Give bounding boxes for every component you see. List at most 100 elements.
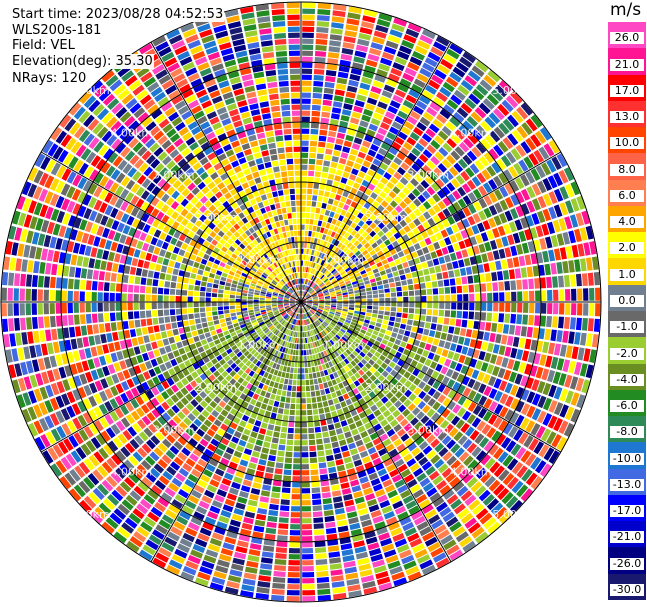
gate xyxy=(61,290,67,301)
gate xyxy=(320,324,325,330)
gate xyxy=(362,140,371,148)
gate xyxy=(373,218,381,226)
gate xyxy=(266,460,275,468)
gate xyxy=(338,319,345,324)
gate xyxy=(334,247,340,254)
gate xyxy=(403,34,417,44)
gate xyxy=(450,310,457,318)
gate xyxy=(271,486,281,493)
gate xyxy=(200,286,206,292)
gate xyxy=(259,295,266,298)
gate xyxy=(340,230,347,237)
gate xyxy=(343,264,349,270)
gate xyxy=(200,400,208,409)
gate xyxy=(427,207,436,217)
gate xyxy=(342,275,349,280)
gate xyxy=(373,565,387,574)
gate xyxy=(91,292,97,302)
gate xyxy=(205,549,219,558)
gate xyxy=(301,236,305,242)
gate xyxy=(104,205,114,216)
gate xyxy=(383,172,392,180)
gate xyxy=(468,311,475,320)
gate xyxy=(366,291,372,295)
gate xyxy=(113,362,122,372)
gate xyxy=(289,302,295,304)
gate xyxy=(498,122,510,135)
gate xyxy=(443,53,457,65)
gate xyxy=(314,314,319,319)
gate xyxy=(422,246,430,254)
gate xyxy=(417,327,424,334)
gate xyxy=(502,454,514,467)
gate xyxy=(422,201,432,210)
gate xyxy=(284,341,288,347)
gate xyxy=(329,386,335,393)
gate xyxy=(152,317,159,325)
gate xyxy=(376,238,383,246)
gate xyxy=(374,74,386,83)
gate xyxy=(448,166,459,177)
gate xyxy=(148,423,158,434)
gate xyxy=(305,379,310,386)
gate xyxy=(263,283,269,288)
gate xyxy=(514,414,525,427)
gate xyxy=(517,291,523,302)
gate xyxy=(338,382,344,389)
gate xyxy=(585,225,594,240)
gate xyxy=(439,108,451,120)
gate xyxy=(444,287,451,294)
gate xyxy=(206,311,212,317)
gate xyxy=(529,365,538,377)
gate xyxy=(423,328,430,336)
gate xyxy=(402,335,409,343)
gate xyxy=(308,280,312,286)
gate xyxy=(547,221,556,235)
gate xyxy=(290,297,296,300)
gate xyxy=(374,340,381,347)
gate xyxy=(343,232,350,239)
gate xyxy=(234,389,242,397)
gate xyxy=(541,223,550,236)
gate xyxy=(581,379,590,394)
gate xyxy=(112,331,119,341)
gate xyxy=(353,401,361,409)
gate xyxy=(156,405,166,415)
gate xyxy=(334,315,340,319)
gate xyxy=(312,323,316,329)
gate xyxy=(326,326,332,332)
gate xyxy=(77,191,87,204)
gate xyxy=(177,321,184,328)
gate xyxy=(303,320,305,326)
gate xyxy=(508,371,517,383)
gate xyxy=(302,74,312,80)
gate xyxy=(315,45,327,51)
gate xyxy=(343,393,350,400)
gate xyxy=(334,272,340,277)
gate xyxy=(39,261,46,274)
gate xyxy=(197,359,205,367)
gate xyxy=(169,288,176,295)
gate xyxy=(361,373,369,381)
gate xyxy=(20,273,27,287)
gate xyxy=(203,386,212,395)
gate xyxy=(172,350,180,358)
gate xyxy=(363,322,369,328)
gate xyxy=(80,279,86,290)
gate xyxy=(107,494,120,506)
gate xyxy=(193,511,205,521)
gate xyxy=(120,404,130,416)
gate xyxy=(559,344,567,357)
gate xyxy=(262,357,268,364)
gate xyxy=(361,260,368,266)
gate xyxy=(214,324,221,330)
gate xyxy=(320,351,325,358)
gate xyxy=(183,320,190,327)
gate xyxy=(536,252,544,264)
gate xyxy=(394,400,402,409)
gate xyxy=(201,560,215,570)
gate xyxy=(401,280,407,286)
gate xyxy=(26,360,34,374)
gate xyxy=(279,377,285,384)
gate xyxy=(452,201,462,212)
